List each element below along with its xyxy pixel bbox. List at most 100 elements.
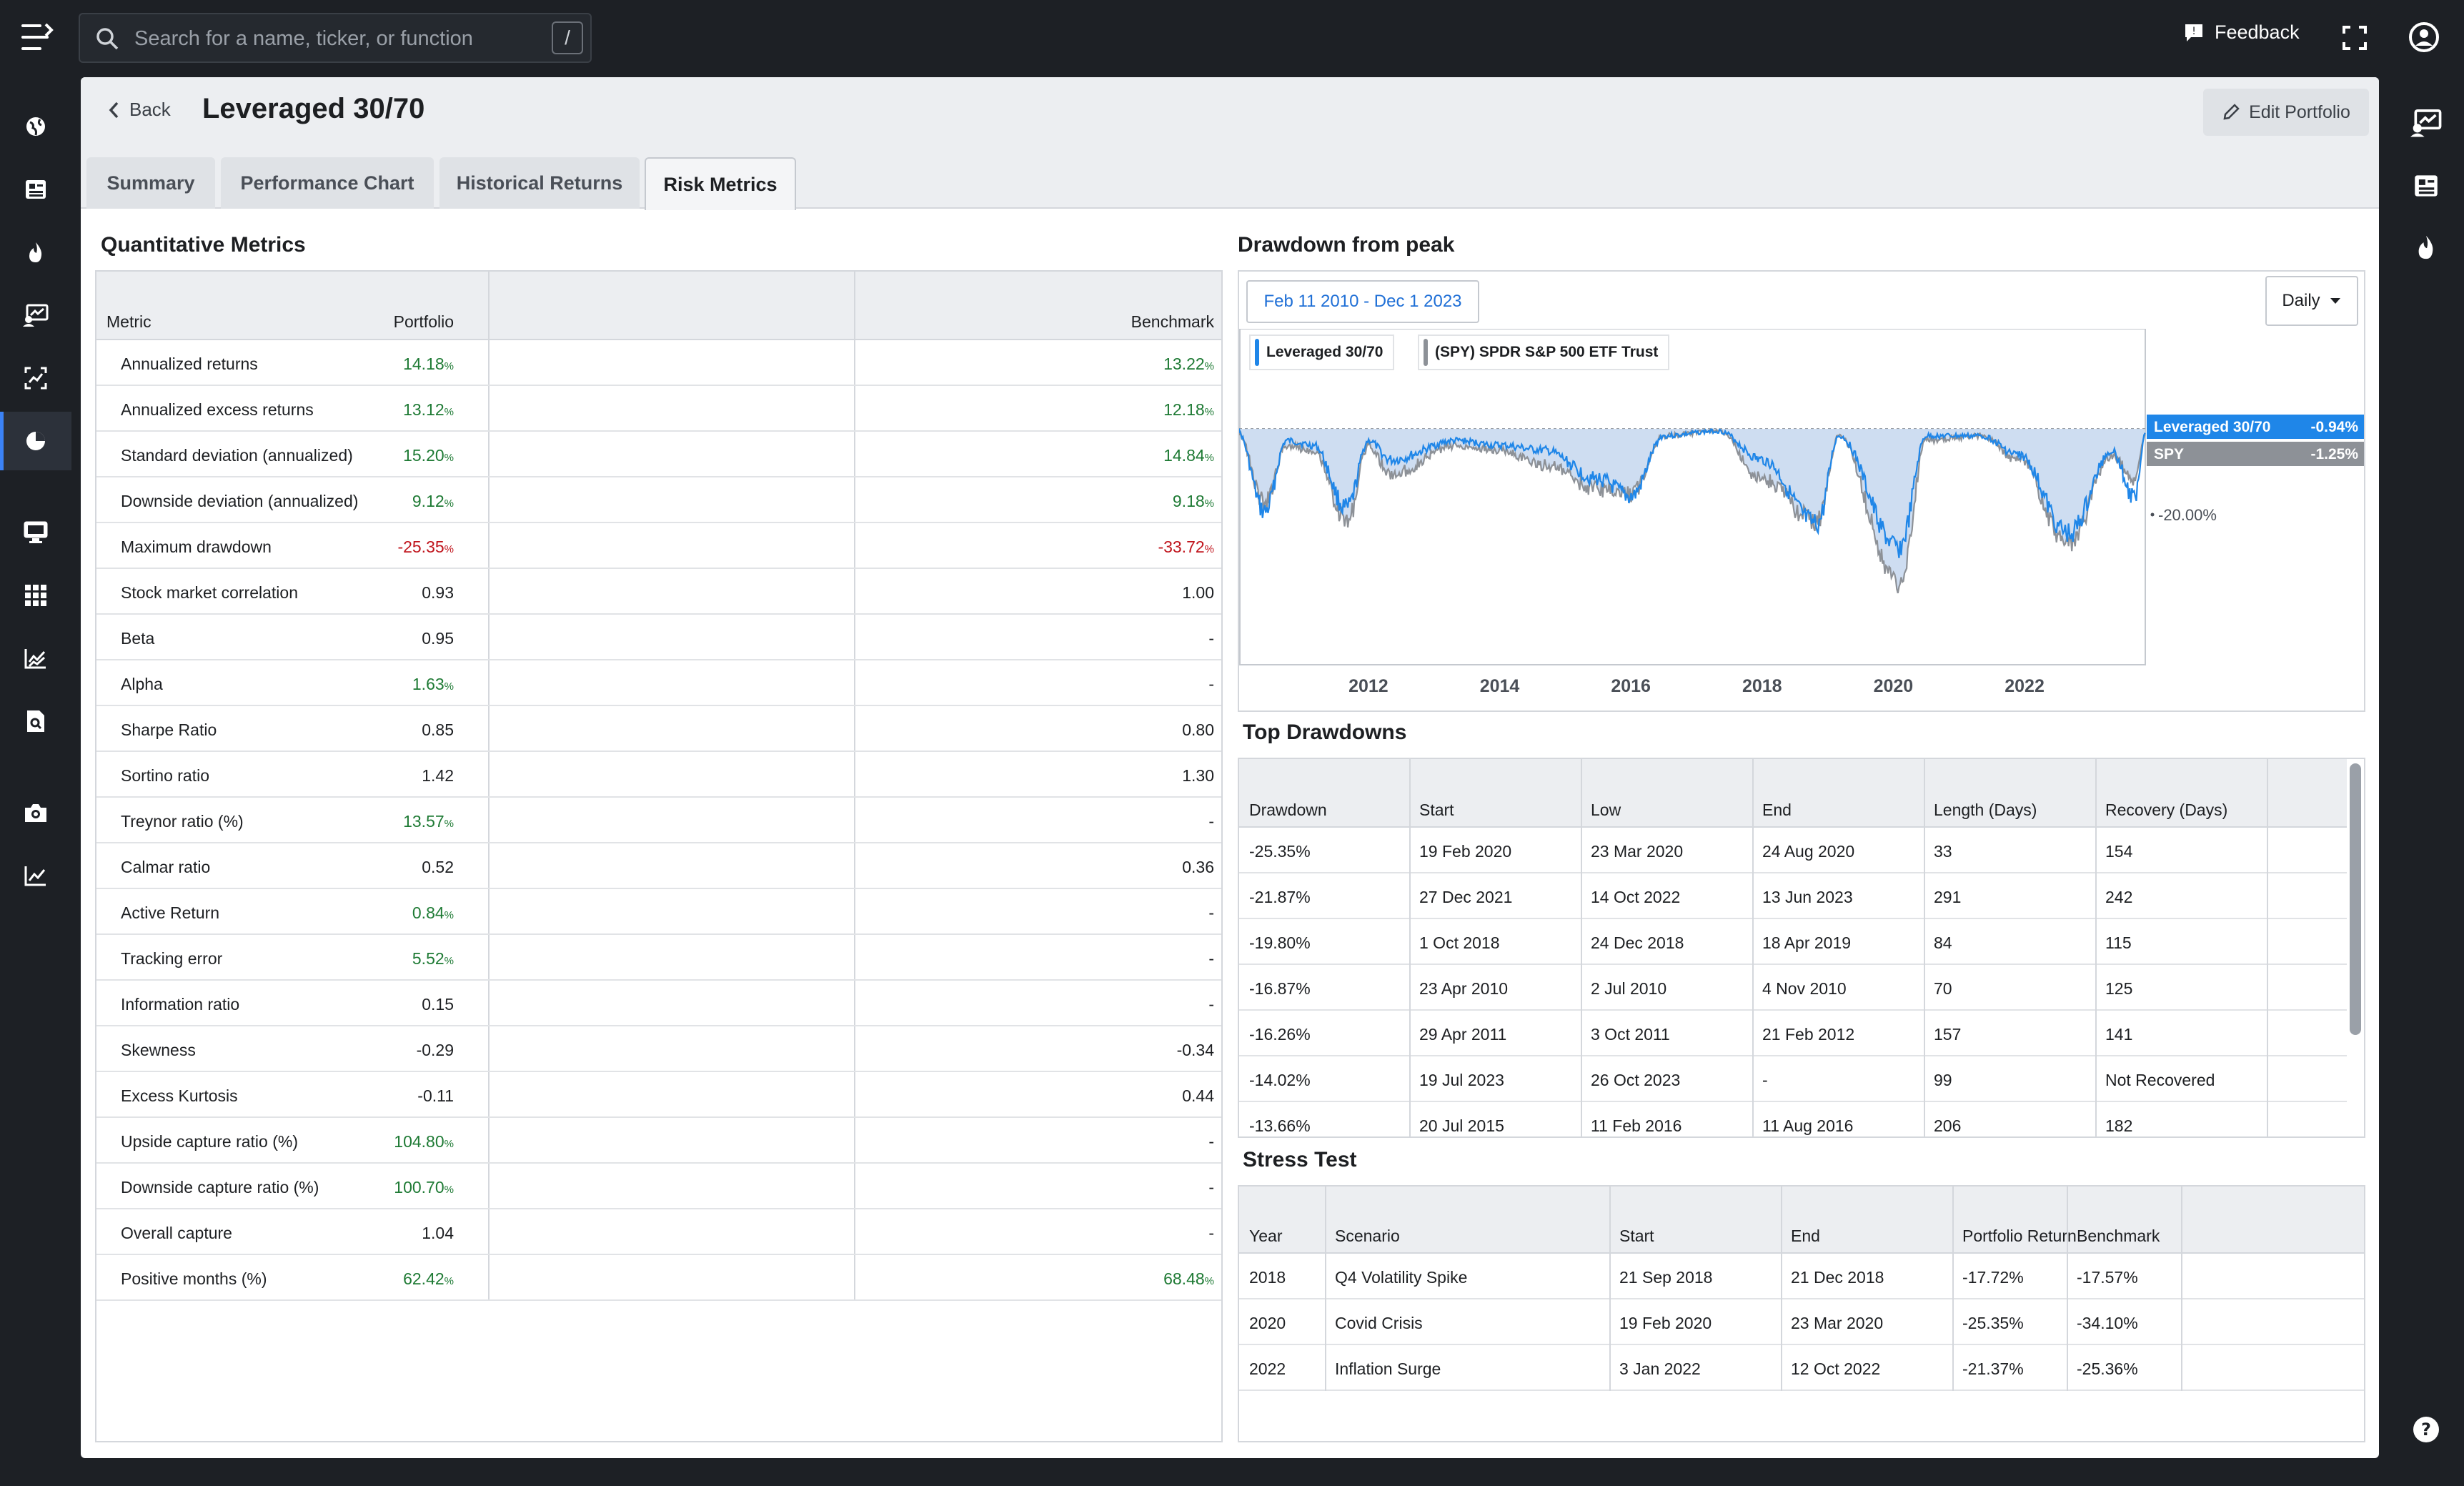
column-header[interactable]: Length (Days) <box>1934 800 2037 819</box>
portfolio-value-value: 0.95 <box>422 629 454 648</box>
edit-portfolio-button[interactable]: Edit Portfolio <box>2203 89 2369 136</box>
benchmark-value: 13.22% <box>1163 355 1214 374</box>
portfolio-value: 15.20% <box>403 446 454 465</box>
column-divider <box>2095 759 2097 1136</box>
portfolio-value-value: 100.70 <box>394 1178 444 1197</box>
table-cell: -19.80% <box>1249 933 1311 952</box>
nav-globe[interactable] <box>0 97 71 156</box>
nav-trending[interactable] <box>0 223 71 282</box>
metric-name: Calmar ratio <box>121 858 210 877</box>
menu-icon[interactable] <box>21 23 54 51</box>
column-header[interactable]: Scenario <box>1335 1226 1400 1245</box>
portfolio-value-value: 13.12 <box>403 400 444 419</box>
fullscreen-icon[interactable] <box>2343 26 2367 50</box>
metric-name: Standard deviation (annualized) <box>121 446 353 465</box>
column-divider <box>2267 759 2268 1136</box>
table-row[interactable]: 2022 Inflation Surge 3 Jan 2022 12 Oct 2022… <box>1239 1345 2364 1391</box>
rail-charts[interactable] <box>2394 94 2458 152</box>
help-button[interactable]: ? <box>2394 1401 2458 1458</box>
table-cell: 24 Dec 2018 <box>1591 933 1684 952</box>
tab-historical-returns[interactable]: Historical Returns <box>439 157 640 209</box>
table-row: Beta 0.95 - <box>96 615 1221 660</box>
chevron-left-icon <box>108 101 119 119</box>
nav-document[interactable] <box>0 692 71 751</box>
scrollbar[interactable] <box>2350 763 2361 1035</box>
portfolio-value: -0.29 <box>417 1041 454 1060</box>
value-tag <box>2147 415 2364 439</box>
portfolio-value-value: -0.29 <box>416 1041 454 1059</box>
rail-news[interactable] <box>2394 157 2458 214</box>
nav-camera[interactable] <box>0 783 71 842</box>
nav-monitor[interactable] <box>0 503 71 562</box>
benchmark-value-value: -0.34 <box>1176 1041 1214 1059</box>
table-row[interactable]: 2020 Covid Crisis 19 Feb 2020 23 Mar 2020 -2… <box>1239 1299 2364 1345</box>
table-row[interactable]: -16.26% 29 Apr 2011 3 Oct 2011 21 Feb 2012 1… <box>1239 1011 2347 1056</box>
portfolio-value: 0.85 <box>422 720 454 740</box>
nav-grid[interactable] <box>0 566 71 625</box>
legend-portfolio[interactable]: Leveraged 30/70 <box>1249 335 1395 370</box>
flame-icon <box>26 241 45 264</box>
benchmark-value: 12.18% <box>1163 400 1214 420</box>
benchmark-value: -0.34 <box>1177 1041 1214 1060</box>
metric-name-value: Information ratio <box>121 995 240 1014</box>
column-header[interactable]: Recovery (Days) <box>2105 800 2228 819</box>
column-header[interactable]: Start <box>1619 1226 1654 1245</box>
tab-risk-metrics[interactable]: Risk Metrics <box>645 157 796 210</box>
account-icon[interactable] <box>2408 21 2440 53</box>
portfolio-value-value: 0.93 <box>422 583 454 602</box>
nav-portfolio[interactable] <box>0 412 71 470</box>
portfolio-value-value: 14.18 <box>403 355 444 373</box>
tab-summary[interactable]: Summary <box>86 157 215 209</box>
percent-unit: % <box>444 1275 454 1287</box>
benchmark-value-value: 1.00 <box>1182 583 1214 602</box>
frequency-select[interactable]: Daily <box>2265 276 2358 326</box>
metric-name-value: Treynor ratio (%) <box>121 812 244 831</box>
table-row[interactable]: -25.35% 19 Feb 2020 23 Mar 2020 24 Aug 2020… <box>1239 828 2347 873</box>
table-row[interactable]: -19.80% 1 Oct 2018 24 Dec 2018 18 Apr 2019 8… <box>1239 919 2347 965</box>
feedback-button[interactable]: ! Feedback <box>2183 21 2300 44</box>
column-divider <box>1609 1187 1611 1391</box>
x-tick-label: 2016 <box>1611 676 1651 696</box>
table-row[interactable]: -13.66% 20 Jul 2015 11 Feb 2016 11 Aug 2016… <box>1239 1102 2347 1136</box>
table-cell: 21 Dec 2018 <box>1791 1268 1884 1287</box>
table-row[interactable]: -16.87% 23 Apr 2010 2 Jul 2010 4 Nov 2010 70… <box>1239 965 2347 1011</box>
page-header: Back Leveraged 30/70 Edit Portfolio Summ… <box>81 77 2379 210</box>
date-range-button[interactable]: Feb 11 2010 - Dec 1 2023 <box>1246 280 1479 323</box>
column-header[interactable]: Benchmark <box>2077 1226 2160 1245</box>
nav-trend[interactable] <box>0 846 71 905</box>
column-divider <box>2067 1187 2068 1391</box>
metric-name: Information ratio <box>121 995 239 1014</box>
table-row[interactable]: 2018 Q4 Volatility Spike 21 Sep 2018 21 Dec… <box>1239 1254 2364 1299</box>
tab-performance-chart[interactable]: Performance Chart <box>221 157 434 209</box>
table-row: Tracking error 5.52% - <box>96 935 1221 981</box>
nav-news[interactable] <box>0 160 71 219</box>
table-row[interactable]: -21.87% 27 Dec 2021 14 Oct 2022 13 Jun 2023… <box>1239 873 2347 919</box>
drawdown-chart[interactable]: 2012 2014 2016 2018 2020 2022 -20.00% Leveraged… <box>1239 329 2364 710</box>
column-header[interactable]: Portfolio Return <box>1962 1226 2077 1245</box>
table-cell: 157 <box>1934 1025 1962 1044</box>
nav-line-chart[interactable] <box>0 629 71 688</box>
benchmark-value-value: - <box>1208 995 1214 1014</box>
table-cell: 14 Oct 2022 <box>1591 888 1681 906</box>
table-cell: 84 <box>1934 933 1952 952</box>
column-header[interactable]: Drawdown <box>1249 800 1327 819</box>
column-header[interactable]: End <box>1791 1226 1820 1245</box>
stress-test-title: Stress Test <box>1243 1148 1357 1172</box>
document-icon <box>26 709 46 733</box>
column-header[interactable]: Start <box>1419 800 1454 819</box>
table-row[interactable]: -14.02% 19 Jul 2023 26 Oct 2023 - 99 Not Reco… <box>1239 1056 2347 1102</box>
nav-charts[interactable] <box>0 286 71 345</box>
legend-benchmark[interactable]: (SPY) SPDR S&P 500 ETF Trust <box>1418 335 1670 370</box>
page-title: Leveraged 30/70 <box>202 93 425 124</box>
benchmark-value: 0.80 <box>1182 720 1214 740</box>
metric-name-value: Downside deviation (annualized) <box>121 492 359 510</box>
nav-analysis[interactable] <box>0 349 71 407</box>
column-header[interactable]: Low <box>1591 800 1621 819</box>
quant-table-header: Metric Portfolio Benchmark <box>96 272 1221 340</box>
metric-name-value: Annualized excess returns <box>121 400 314 419</box>
rail-trending[interactable] <box>2394 219 2458 276</box>
search-input[interactable]: Search for a name, ticker, or function / <box>79 13 592 63</box>
back-button[interactable]: Back <box>108 99 171 121</box>
column-header[interactable]: Year <box>1249 1226 1283 1245</box>
column-header[interactable]: End <box>1762 800 1792 819</box>
